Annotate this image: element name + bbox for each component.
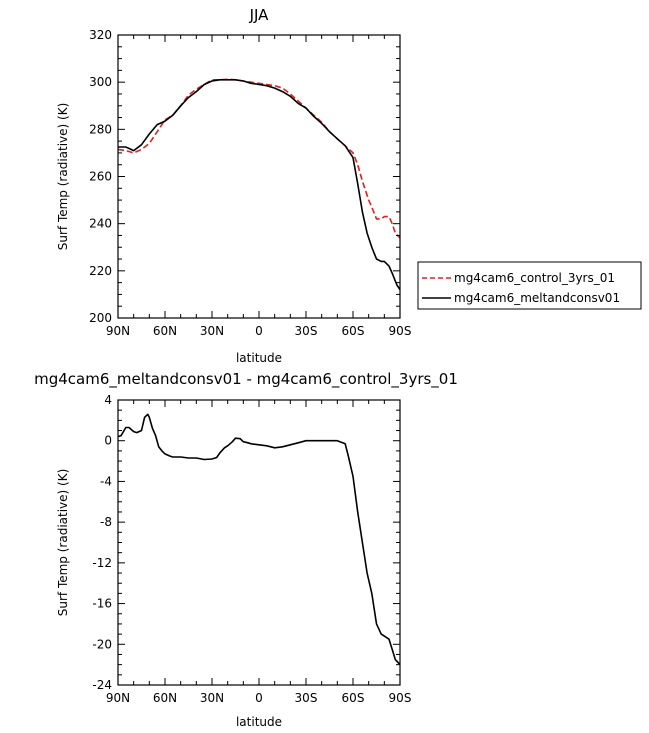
bottom-panel: mg4cam6_meltandconsv01 - mg4cam6_control…	[34, 370, 458, 729]
top-series-line-0	[117, 78, 401, 239]
bottom-x-tick-label: 60S	[342, 691, 365, 705]
top-panel: JJA 90N 60N 30N 0 30S 60S 90S 200 220 240 260 280 3…	[56, 6, 411, 365]
bottom-x-axis-label: latitude	[236, 715, 282, 729]
legend: mg4cam6_control_3yrs_01 mg4cam6_meltandc…	[417, 261, 642, 310]
top-y-tick-label: 300	[89, 75, 112, 89]
top-x-axis-label: latitude	[236, 351, 282, 365]
top-y-tick-label: 320	[89, 28, 112, 42]
bottom-plot-frame	[117, 399, 401, 686]
top-y-tick-label: 260	[89, 170, 112, 184]
top-plot-frame	[117, 34, 401, 319]
top-y-axis-label: Surf Temp (radiative) (K)	[56, 103, 70, 251]
legend-label-meltandconsv: mg4cam6_meltandconsv01	[454, 291, 620, 305]
bottom-x-tick-label: 60N	[153, 691, 177, 705]
top-y-tick-label: 280	[89, 122, 112, 136]
top-x-tick-label: 30N	[200, 324, 224, 338]
bottom-x-tick-label: 30S	[295, 691, 318, 705]
bottom-y-ticks: -24 -20 -16 -12 -8 -4 0 4	[92, 393, 400, 692]
legend-label-control: mg4cam6_control_3yrs_01	[454, 271, 615, 285]
bottom-x-tick-label: 90N	[106, 691, 130, 705]
bottom-x-tick-label: 30N	[200, 691, 224, 705]
top-x-tick-label: 90S	[389, 324, 412, 338]
bottom-y-tick-label: -16	[92, 597, 112, 611]
bottom-x-tick-label: 0	[255, 691, 263, 705]
bottom-y-tick-label: -4	[100, 474, 112, 488]
top-y-tick-label: 220	[89, 264, 112, 278]
bottom-series-lines	[117, 413, 401, 666]
top-panel-title: JJA	[249, 6, 270, 24]
top-series-line-1	[118, 79, 401, 291]
bottom-series-line-0	[117, 413, 401, 666]
top-series-lines	[117, 78, 401, 291]
bottom-y-tick-label: -24	[92, 678, 112, 692]
legend-box	[417, 261, 642, 310]
bottom-y-tick-label: -8	[100, 515, 112, 529]
top-y-tick-label: 240	[89, 217, 112, 231]
top-y-tick-label: 200	[89, 311, 112, 325]
bottom-y-tick-label: -12	[92, 556, 112, 570]
top-x-ticks: 90N 60N 30N 0 30S 60S 90S	[106, 35, 412, 338]
bottom-x-ticks: 90N 60N 30N 0 30S 60S 90S	[106, 400, 412, 705]
bottom-x-tick-label: 90S	[389, 691, 412, 705]
bottom-y-tick-label: 4	[104, 393, 112, 407]
top-x-tick-label: 60S	[342, 324, 365, 338]
bottom-y-tick-label: -20	[92, 637, 112, 651]
top-x-tick-label: 90N	[106, 324, 130, 338]
bottom-panel-title: mg4cam6_meltandconsv01 - mg4cam6_control…	[34, 370, 458, 389]
bottom-y-axis-label: Surf Temp (radiative) (K)	[56, 469, 70, 617]
top-x-tick-label: 60N	[153, 324, 177, 338]
bottom-y-tick-label: 0	[104, 434, 112, 448]
top-y-ticks: 200 220 240 260 280 300 320	[89, 28, 400, 325]
top-x-tick-label: 30S	[295, 324, 318, 338]
top-x-tick-label: 0	[255, 324, 263, 338]
